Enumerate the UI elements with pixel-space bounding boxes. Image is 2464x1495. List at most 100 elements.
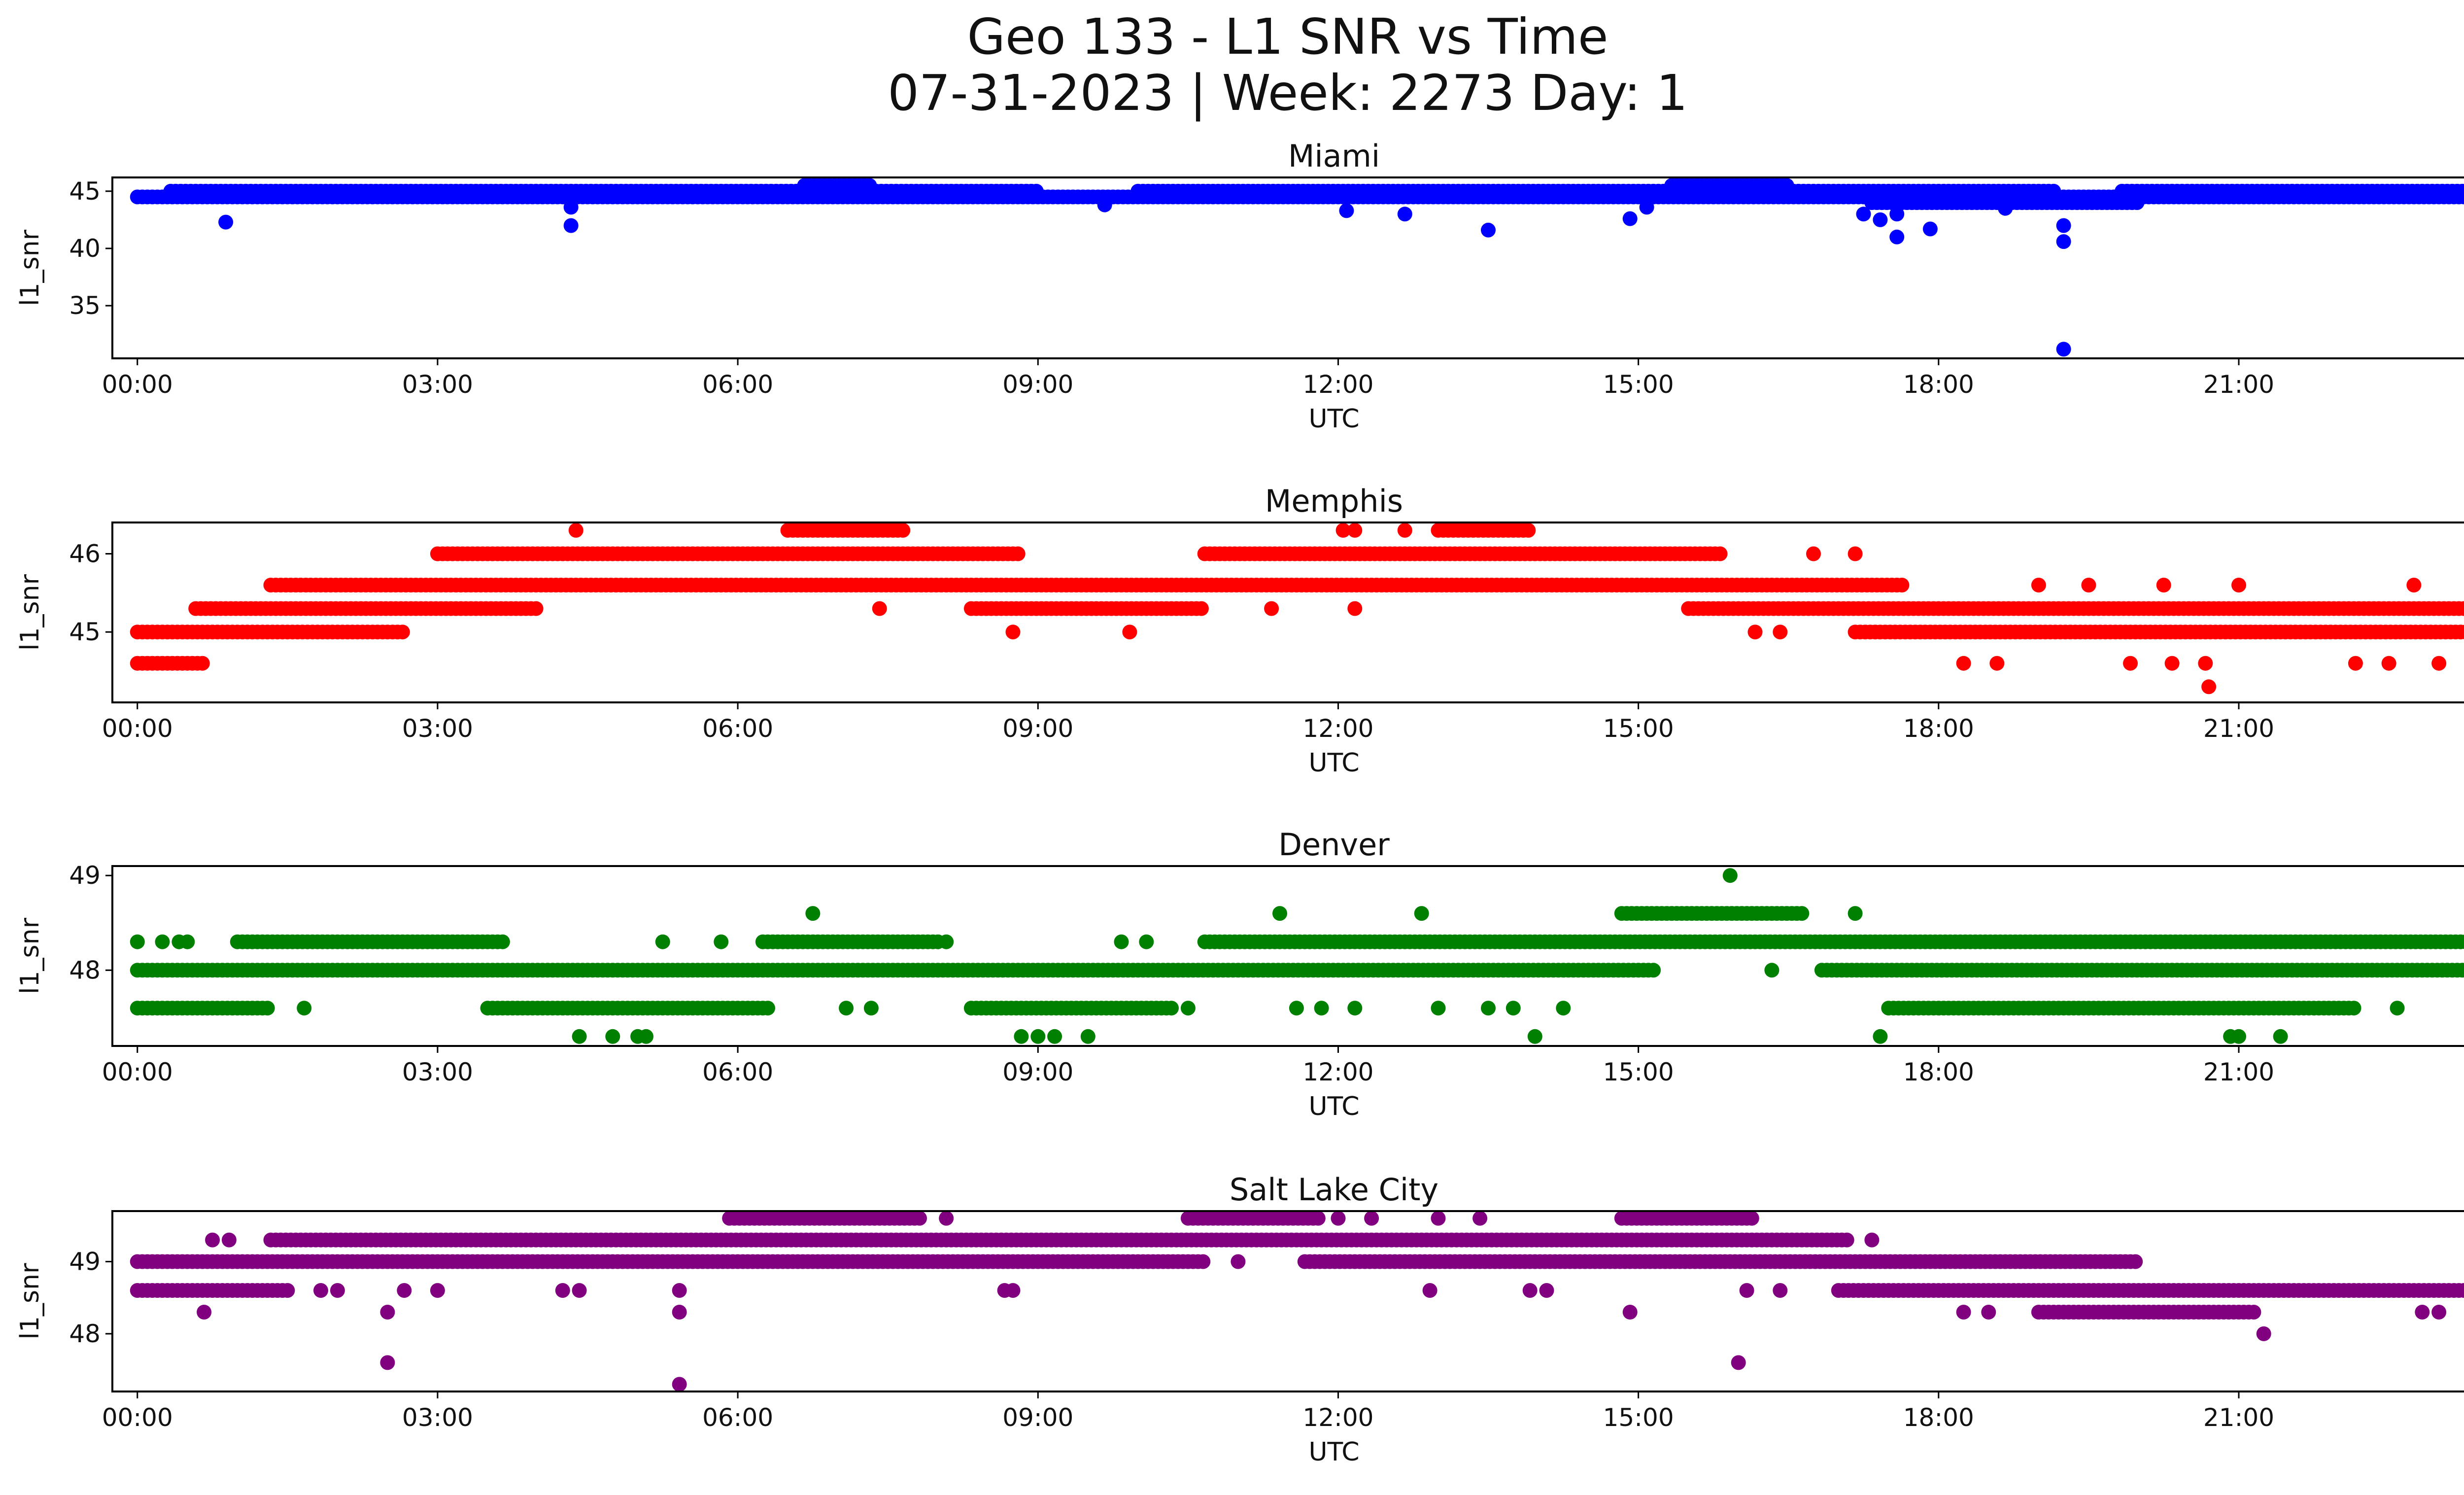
- data-point: [863, 1001, 879, 1016]
- data-point: [1889, 229, 1905, 244]
- data-point: [313, 1283, 328, 1298]
- data-point: [2201, 679, 2217, 695]
- data-point: [330, 1283, 345, 1298]
- data-point: [1347, 522, 1363, 538]
- data-point: [605, 1029, 620, 1044]
- point-band: [963, 601, 1209, 616]
- data-point: [1005, 1283, 1021, 1298]
- point-band: [1848, 625, 2464, 640]
- data-point: [639, 1029, 653, 1044]
- data-point: [2346, 1001, 2361, 1016]
- point-band: [755, 934, 946, 949]
- data-point: [2164, 656, 2180, 671]
- point-band: [130, 656, 210, 671]
- x-tick-label: 21:00: [2203, 714, 2274, 743]
- data-point: [2458, 625, 2464, 639]
- x-tick-label: 06:00: [702, 1058, 773, 1086]
- x-tick-label: 12:00: [1302, 1403, 1373, 1432]
- data-point: [2462, 1285, 2464, 1296]
- data-point: [2390, 1001, 2405, 1016]
- data-point: [1331, 1211, 1346, 1226]
- data-point: [221, 1232, 237, 1248]
- data-point: [2456, 601, 2464, 616]
- axes-frame: [111, 1210, 2464, 1392]
- data-point: [1097, 197, 1112, 212]
- x-tick-label: 09:00: [1002, 1058, 1073, 1086]
- data-point: [2056, 234, 2071, 249]
- point-band: [1831, 1283, 2464, 1298]
- data-point: [2046, 183, 2061, 199]
- scatter-points: [130, 522, 2464, 695]
- data-point: [2056, 218, 2071, 233]
- data-point: [528, 601, 544, 616]
- x-tick-label: 15:00: [1603, 714, 1674, 743]
- point-band: [163, 183, 1044, 199]
- subplot-title: Miami: [1288, 138, 1380, 174]
- data-point: [1773, 625, 1788, 640]
- data-point: [2431, 656, 2447, 671]
- x-tick-label: 21:00: [2203, 1403, 2274, 1432]
- x-tick-label: 06:00: [702, 1403, 773, 1432]
- x-axis-label: UTC: [1308, 404, 1359, 434]
- data-point: [2415, 1305, 2430, 1320]
- data-point: [1806, 546, 1821, 561]
- data-point: [1506, 1001, 1521, 1016]
- point-band: [1614, 1211, 1759, 1226]
- data-point: [2458, 935, 2464, 949]
- data-point: [2123, 656, 2138, 671]
- data-point: [1272, 906, 1287, 921]
- data-point: [1196, 1254, 1211, 1269]
- data-point: [1839, 1232, 1854, 1248]
- data-point: [1956, 656, 1971, 671]
- data-point: [1014, 1029, 1029, 1044]
- data-point: [2081, 578, 2096, 592]
- point-band: [1664, 178, 1794, 193]
- data-point: [1989, 656, 2005, 671]
- x-tick-label: 03:00: [402, 1403, 473, 1432]
- data-point: [1622, 1305, 1638, 1320]
- point-band: [1814, 963, 2464, 978]
- axes-frame: [111, 176, 2464, 359]
- data-point: [380, 1305, 395, 1320]
- y-tick-label: 48: [69, 956, 101, 984]
- x-tick-label: 09:00: [1002, 714, 1073, 743]
- data-point: [655, 934, 670, 949]
- scatter-points: [130, 178, 2464, 357]
- y-axis-label: l1_snr: [15, 917, 45, 994]
- data-point: [912, 1211, 927, 1226]
- point-band: [1197, 546, 1728, 561]
- data-point: [1873, 1029, 1888, 1044]
- data-point: [1794, 906, 1810, 921]
- data-point: [760, 1001, 775, 1016]
- data-point: [1164, 1001, 1179, 1016]
- data-point: [1731, 1355, 1746, 1370]
- data-point: [260, 1001, 275, 1016]
- subplot-title: Denver: [1278, 827, 1390, 863]
- point-band: [430, 546, 1026, 561]
- x-tick-label: 18:00: [1903, 714, 1974, 743]
- point-band: [2031, 1305, 2261, 1320]
- subplot-denver: Denver 00:00 03:00 06:00 09:00 12:00 15:00 18:0…: [15, 827, 2464, 1121]
- x-tick-label: 12:00: [1302, 1058, 1373, 1086]
- data-point: [1030, 1029, 1046, 1044]
- x-tick-label: 18:00: [1903, 370, 1974, 399]
- x-tick-label: 00:00: [102, 1403, 173, 1432]
- point-band: [1180, 1211, 1326, 1226]
- data-point: [555, 1283, 570, 1298]
- data-point: [2273, 1029, 2288, 1044]
- data-point: [1722, 868, 1738, 883]
- x-tick-label: 09:00: [1002, 1403, 1073, 1432]
- y-axis-label: l1_snr: [15, 229, 45, 306]
- data-point: [2381, 656, 2396, 671]
- subplot-title: Memphis: [1265, 483, 1403, 519]
- data-point: [1639, 200, 1654, 215]
- data-point: [1422, 1283, 1437, 1298]
- x-tick-label: 06:00: [702, 370, 773, 399]
- axes-frame: [111, 865, 2464, 1047]
- data-point: [1010, 546, 1026, 561]
- data-point: [1028, 183, 1044, 199]
- point-band: [130, 1001, 275, 1016]
- y-tick-label: 49: [69, 861, 101, 890]
- data-point: [1481, 222, 1496, 238]
